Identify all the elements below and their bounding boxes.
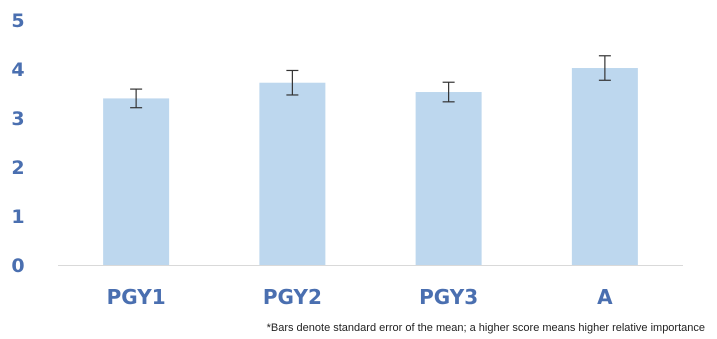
x-tick-label: A: [597, 285, 613, 309]
x-tick-label: PGY1: [107, 285, 166, 309]
x-tick-label: PGY3: [419, 285, 478, 309]
y-tick-label: 2: [11, 157, 24, 179]
y-tick-label: 4: [11, 59, 24, 81]
x-tick-label: PGY2: [263, 285, 322, 309]
bar: [259, 82, 326, 265]
bar: [415, 92, 482, 265]
y-tick-label: 1: [11, 206, 24, 228]
y-tick-label: 0: [11, 255, 24, 277]
bar: [103, 98, 170, 266]
chart-footnote: *Bars denote standard error of the mean;…: [266, 322, 705, 334]
bar: [571, 68, 638, 266]
y-tick-label: 5: [11, 10, 24, 32]
y-tick-label: 3: [11, 108, 24, 130]
